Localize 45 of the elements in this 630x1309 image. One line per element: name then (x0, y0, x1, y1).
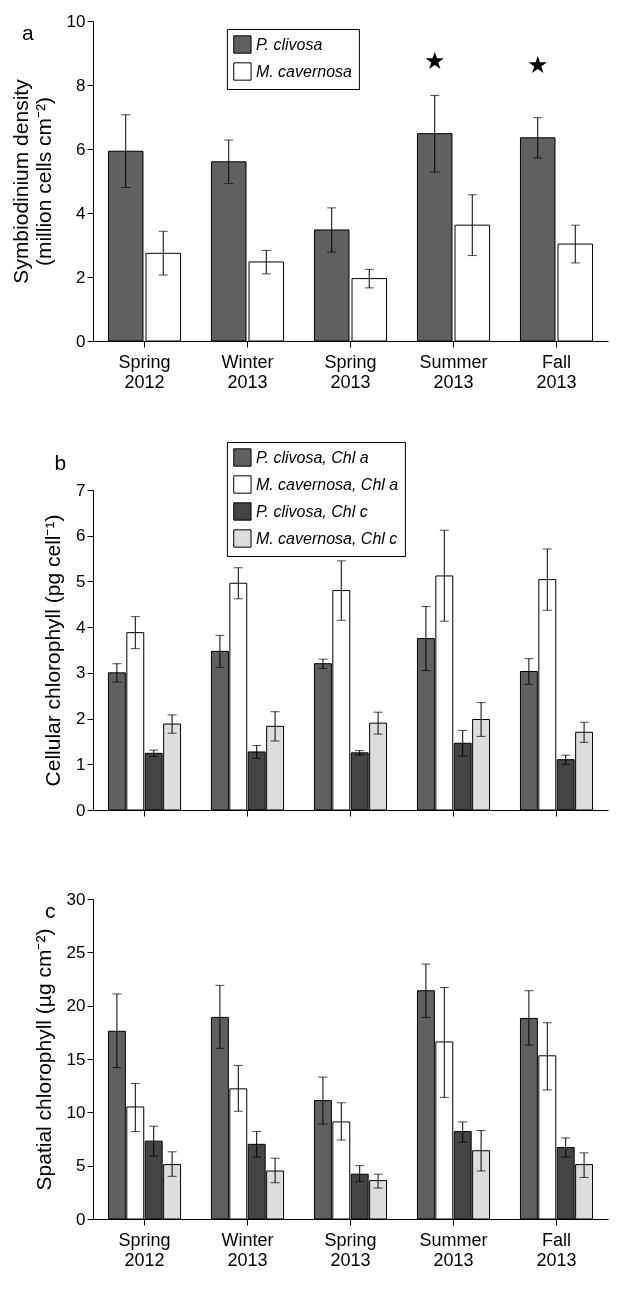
y-axis-title: Cellular chlorophyll (pg cell⁻¹) (41, 514, 65, 787)
x-tick-label: Winter 2013 (221, 1229, 274, 1270)
y-tick-label: 0 (76, 331, 86, 351)
x-tick-label: Fall 2013 (536, 1229, 577, 1270)
chart-title: a (22, 21, 35, 44)
x-tick-label: Spring 2012 (118, 351, 171, 392)
y-tick-label: 2 (76, 709, 86, 729)
y-tick-label: 0 (76, 1209, 86, 1229)
x-tick-label: Winter 2013 (221, 351, 274, 392)
chart-title: c (45, 899, 56, 922)
legend-label: M. cavernosa, Chl a (255, 475, 399, 493)
y-tick-label: 8 (76, 75, 86, 95)
x-tick-label: Summer 2013 (419, 351, 488, 392)
y-tick-label: 4 (76, 617, 86, 637)
x-tick-label: Fall 2013 (536, 351, 577, 392)
y-tick-label: 30 (66, 889, 86, 909)
legend-label: P. clivosa (255, 35, 323, 53)
y-tick-label: 5 (76, 571, 86, 591)
y-tick-label: 25 (66, 942, 86, 962)
y-tick-label: 20 (66, 996, 86, 1016)
y-tick-label: 4 (76, 203, 86, 223)
y-axis-title: Spatial chlorophyll (µg cm⁻²) (31, 928, 55, 1191)
chart-title: b (54, 450, 67, 474)
y-tick-label: 3 (76, 663, 86, 683)
y-tick-label: 6 (76, 526, 86, 546)
x-tick-label: Summer 2013 (419, 1229, 488, 1270)
y-tick-label: 5 (76, 1156, 86, 1176)
annotation: ★ (423, 46, 446, 75)
annotation: ★ (526, 50, 549, 79)
y-tick-label: 1 (76, 754, 86, 774)
legend-label: M. cavernosa (255, 62, 353, 80)
y-tick-label: 0 (76, 800, 86, 820)
x-tick-label: Spring 2013 (324, 1229, 377, 1270)
legend-label: P. clivosa, Chl a (255, 448, 369, 466)
legend-label: M. cavernosa, Chl c (255, 529, 398, 547)
y-tick-label: 15 (66, 1049, 86, 1069)
y-tick-label: 7 (76, 480, 86, 500)
y-tick-label: 10 (66, 1102, 86, 1122)
x-tick-label: Spring 2013 (324, 351, 377, 392)
y-tick-label: 6 (76, 139, 86, 159)
y-tick-label: 10 (66, 11, 86, 31)
y-tick-label: 2 (76, 267, 86, 287)
y-axis-title: Symbiodinium density (million cells cm⁻²) (8, 78, 55, 284)
legend-label: P. clivosa, Chl c (255, 502, 368, 520)
x-tick-label: Spring 2012 (118, 1229, 171, 1270)
